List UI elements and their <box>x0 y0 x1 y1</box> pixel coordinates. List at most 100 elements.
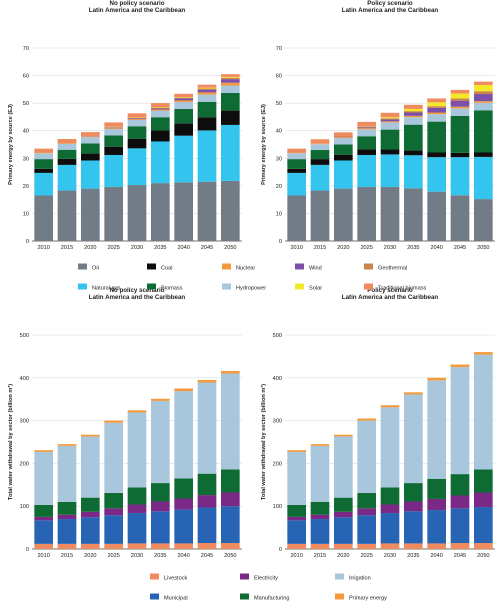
bar-segment-wind-2025 <box>104 127 123 129</box>
x-tick-label: 2035 <box>154 245 166 251</box>
bar-segment-primary-2040 <box>174 388 193 392</box>
bar-segment-wind-2025 <box>357 127 376 129</box>
chart-title: No policy scenario <box>109 0 164 7</box>
legend-swatch-nuclear <box>222 263 231 270</box>
bar-segment-geothermal-2045 <box>450 98 470 101</box>
legend-energy: Oil Coal Nuclear Wind Geothermal Natural gas B… <box>78 263 426 292</box>
bar-segment-coal-2050 <box>221 110 240 125</box>
bar-segment-municipal-2050 <box>474 507 493 544</box>
bar-segment-irrigation-2035 <box>404 394 423 484</box>
y-tick-label: 40 <box>23 129 29 135</box>
bar-segment-biomass-2045 <box>450 115 470 153</box>
bar-segment-nuclear-2035 <box>151 109 170 111</box>
bar-segment-irrigation-2020 <box>81 436 100 498</box>
y-tick-label: 10 <box>23 211 29 217</box>
bar-segment-biomass-2050 <box>474 110 493 153</box>
bar-segment-biomass-2040 <box>427 121 446 153</box>
bar-segment-oil-2010 <box>34 195 53 241</box>
bar-segment-electricity-2040 <box>427 498 446 511</box>
bar-segment-tradbio-2010 <box>34 148 53 153</box>
bar-segment-gas-2030 <box>127 148 147 186</box>
bar-segment-coal-2020 <box>334 154 353 161</box>
bar-segment-hydro-2030 <box>380 122 400 130</box>
y-tick-label: 60 <box>23 74 29 80</box>
bar-segment-tradbio-2035 <box>404 104 423 109</box>
bar-segment-gas-2040 <box>427 157 446 192</box>
bar-segment-biomass-2025 <box>357 136 376 150</box>
bar-segment-biomass-2015 <box>310 150 330 160</box>
legend-water: Livestock Electricity Irrigation Municipal M… <box>150 573 387 602</box>
legend-label-hydro: Hydropower <box>236 286 266 292</box>
legend-label-solar: Solar <box>309 286 322 292</box>
bar-segment-electricity-2030 <box>127 504 147 514</box>
bar-segment-primary-2030 <box>380 405 400 408</box>
bar-segment-coal-2045 <box>197 117 217 131</box>
legend-label-irrigation: Irrigation <box>349 576 371 582</box>
bar-segment-irrigation-2045 <box>197 382 217 474</box>
bar-segment-manufacturing-2020 <box>81 497 100 512</box>
bar-segment-tradbio-2045 <box>197 84 217 88</box>
bar-segment-electricity-2025 <box>104 508 123 516</box>
bar-segment-oil-2015 <box>310 190 330 241</box>
bar-segment-primary-2030 <box>127 410 147 413</box>
bar-segment-geothermal-2050 <box>221 77 240 80</box>
bar-segment-geothermal-2035 <box>404 111 423 113</box>
bar-segment-primary-2020 <box>81 434 100 437</box>
x-tick-label: 2045 <box>201 553 213 559</box>
bar-segment-oil-2040 <box>174 182 193 241</box>
bar-segment-municipal-2010 <box>287 520 306 544</box>
bar-segment-tradbio-2020 <box>81 132 100 137</box>
bar-segment-electricity-2020 <box>81 511 100 518</box>
bar-segment-nuclear-2025 <box>104 128 123 130</box>
x-tick-label: 2040 <box>177 245 189 251</box>
x-tick-label: 2020 <box>84 553 96 559</box>
chart-subtitle: Latin America and the Caribbean <box>89 294 186 301</box>
bar-segment-coal-2020 <box>81 153 100 161</box>
legend-label-wind: Wind <box>309 266 322 272</box>
bar-segment-nuclear-2050 <box>474 101 493 103</box>
bar-segment-coal-2025 <box>104 146 123 155</box>
bar-segment-hydro-2045 <box>197 94 217 102</box>
bar-segment-wind-2045 <box>197 89 217 93</box>
bar-segment-tradbio-2015 <box>57 138 77 144</box>
bar-segment-manufacturing-2045 <box>450 474 470 496</box>
bar-segment-hydro-2045 <box>450 108 470 116</box>
bar-segment-geothermal-2030 <box>127 117 147 119</box>
bar-segment-nuclear-2020 <box>334 137 353 139</box>
bar-segment-primary-2010 <box>287 450 306 452</box>
x-tick-label: 2035 <box>407 245 419 251</box>
y-axis-label: Primary energy by source (EJ) <box>8 104 14 185</box>
bar-segment-primary-2050 <box>474 352 493 355</box>
bar-segment-oil-2035 <box>404 188 423 241</box>
bar-segment-hydro-2025 <box>104 129 123 136</box>
x-tick-label: 2015 <box>314 245 326 251</box>
bar-segment-manufacturing-2010 <box>287 504 306 517</box>
bar-segment-irrigation-2020 <box>334 436 353 498</box>
bar-segment-solar-2035 <box>404 108 423 112</box>
bar-segment-biomass-2040 <box>174 108 193 124</box>
bar-segment-livestock-2035 <box>151 543 170 549</box>
legend-swatch-gas <box>78 283 87 290</box>
bar-segment-manufacturing-2035 <box>404 483 423 502</box>
bar-segment-electricity-2015 <box>57 514 77 520</box>
y-tick-label: 400 <box>273 376 282 382</box>
bar-segment-gas-2050 <box>221 124 240 181</box>
bar-segment-hydro-2010 <box>287 153 306 160</box>
legend-label-geothermal: Geothermal <box>378 266 407 272</box>
bar-segment-manufacturing-2035 <box>151 483 170 502</box>
bar-segment-tradbio-2050 <box>474 81 493 85</box>
bar-segment-tradbio-2040 <box>174 93 193 98</box>
bar-segment-oil-2025 <box>104 186 123 241</box>
y-tick-label: 40 <box>276 129 282 135</box>
legend-swatch-irrigation <box>335 573 344 580</box>
x-tick-label: 2045 <box>201 245 213 251</box>
legend-swatch-manufacturing <box>240 593 249 600</box>
y-tick-label: 10 <box>276 211 282 217</box>
bar-segment-solar-2050 <box>221 76 240 78</box>
bar-segment-nuclear-2045 <box>450 106 470 109</box>
x-tick-label: 2050 <box>224 553 236 559</box>
y-tick-label: 60 <box>276 74 282 80</box>
legend-label-nuclear: Nuclear <box>236 266 255 272</box>
bar-segment-geothermal-2025 <box>357 126 376 128</box>
